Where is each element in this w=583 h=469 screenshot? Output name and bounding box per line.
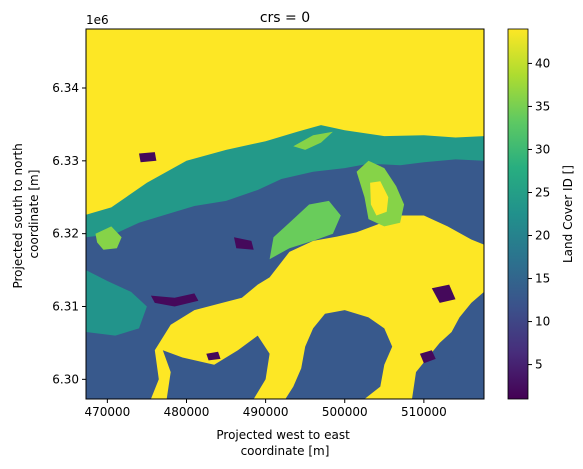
land-cover-region-west-lightgreen-blob (95, 226, 122, 250)
plot-area (86, 29, 484, 399)
land-cover-region-south-west-land (162, 335, 270, 399)
y-axis: 6.30 6.31 6.32 6.33 6.34 (52, 81, 86, 386)
x-tick-label: 510000 (401, 405, 447, 419)
colorbar-tick-label: 25 (535, 185, 550, 199)
x-tick-label: 500000 (322, 405, 368, 419)
colorbar-axis: 5 10 15 20 25 30 35 40 (528, 56, 550, 372)
land-cover-region-spit-inner-yellow (370, 181, 389, 216)
land-cover-region-dark-patch-2 (234, 237, 254, 250)
colorbar-tick-label: 40 (535, 56, 550, 70)
x-tick-label: 490000 (243, 405, 289, 419)
land-cover-region-dark-patch-6 (419, 350, 436, 364)
land-cover-region-south-east-lobe (285, 310, 393, 399)
land-cover-region-dark-patch-1 (150, 293, 199, 307)
y-axis-label-line-2: coordinate [m] (27, 170, 41, 259)
y-axis-label-line-1: Projected south to north (11, 143, 25, 288)
y-tick-label: 6.33 (52, 154, 79, 168)
colorbar-label: Land Cover ID [] (561, 165, 575, 263)
land-cover-region-east-dark-lobe (447, 306, 484, 399)
land-cover-region-north-lightgreen-sliver (293, 131, 333, 150)
y-tick-label: 6.34 (52, 81, 79, 95)
land-cover-region-west-green-patch (86, 270, 147, 336)
land-cover-region-dark-patch-4 (206, 351, 221, 361)
land-cover-region-dark-patch-5 (139, 152, 157, 163)
y-axis-label: Projected south to north coordinate [m] (11, 139, 41, 288)
chart-title: crs = 0 (260, 10, 310, 26)
svg-text:Projected south to north: Projected south to north coordinate [m] (11, 139, 41, 288)
land-cover-region-neck-lightgreen (269, 200, 341, 260)
colorbar-tick-label: 30 (535, 142, 550, 156)
y-tick-label: 6.31 (52, 300, 79, 314)
plot-frame (85, 28, 485, 400)
y-offset-label: 1e6 (86, 13, 109, 27)
x-tick-label: 480000 (164, 405, 210, 419)
x-axis-label: Projected west to east coordinate [m] (216, 428, 353, 458)
y-tick-label: 6.30 (52, 372, 79, 386)
colorbar-tick-label: 15 (535, 272, 550, 286)
colorbar-tick-label: 35 (535, 99, 550, 113)
x-tick-label: 470000 (84, 405, 130, 419)
y-tick-label: 6.32 (52, 227, 79, 241)
x-axis-label-line-1: Projected west to east (216, 428, 350, 442)
colorbar-tick-label: 20 (535, 229, 550, 243)
x-axis: 470000 480000 490000 500000 510000 (84, 399, 447, 419)
colorbar-tick-label: 10 (535, 315, 550, 329)
land-cover-region-dark-patch-3 (431, 284, 456, 303)
x-axis-label-line-2: coordinate [m] (241, 444, 330, 458)
colorbar-tick-label: 5 (535, 358, 543, 372)
colorbar (507, 28, 529, 400)
